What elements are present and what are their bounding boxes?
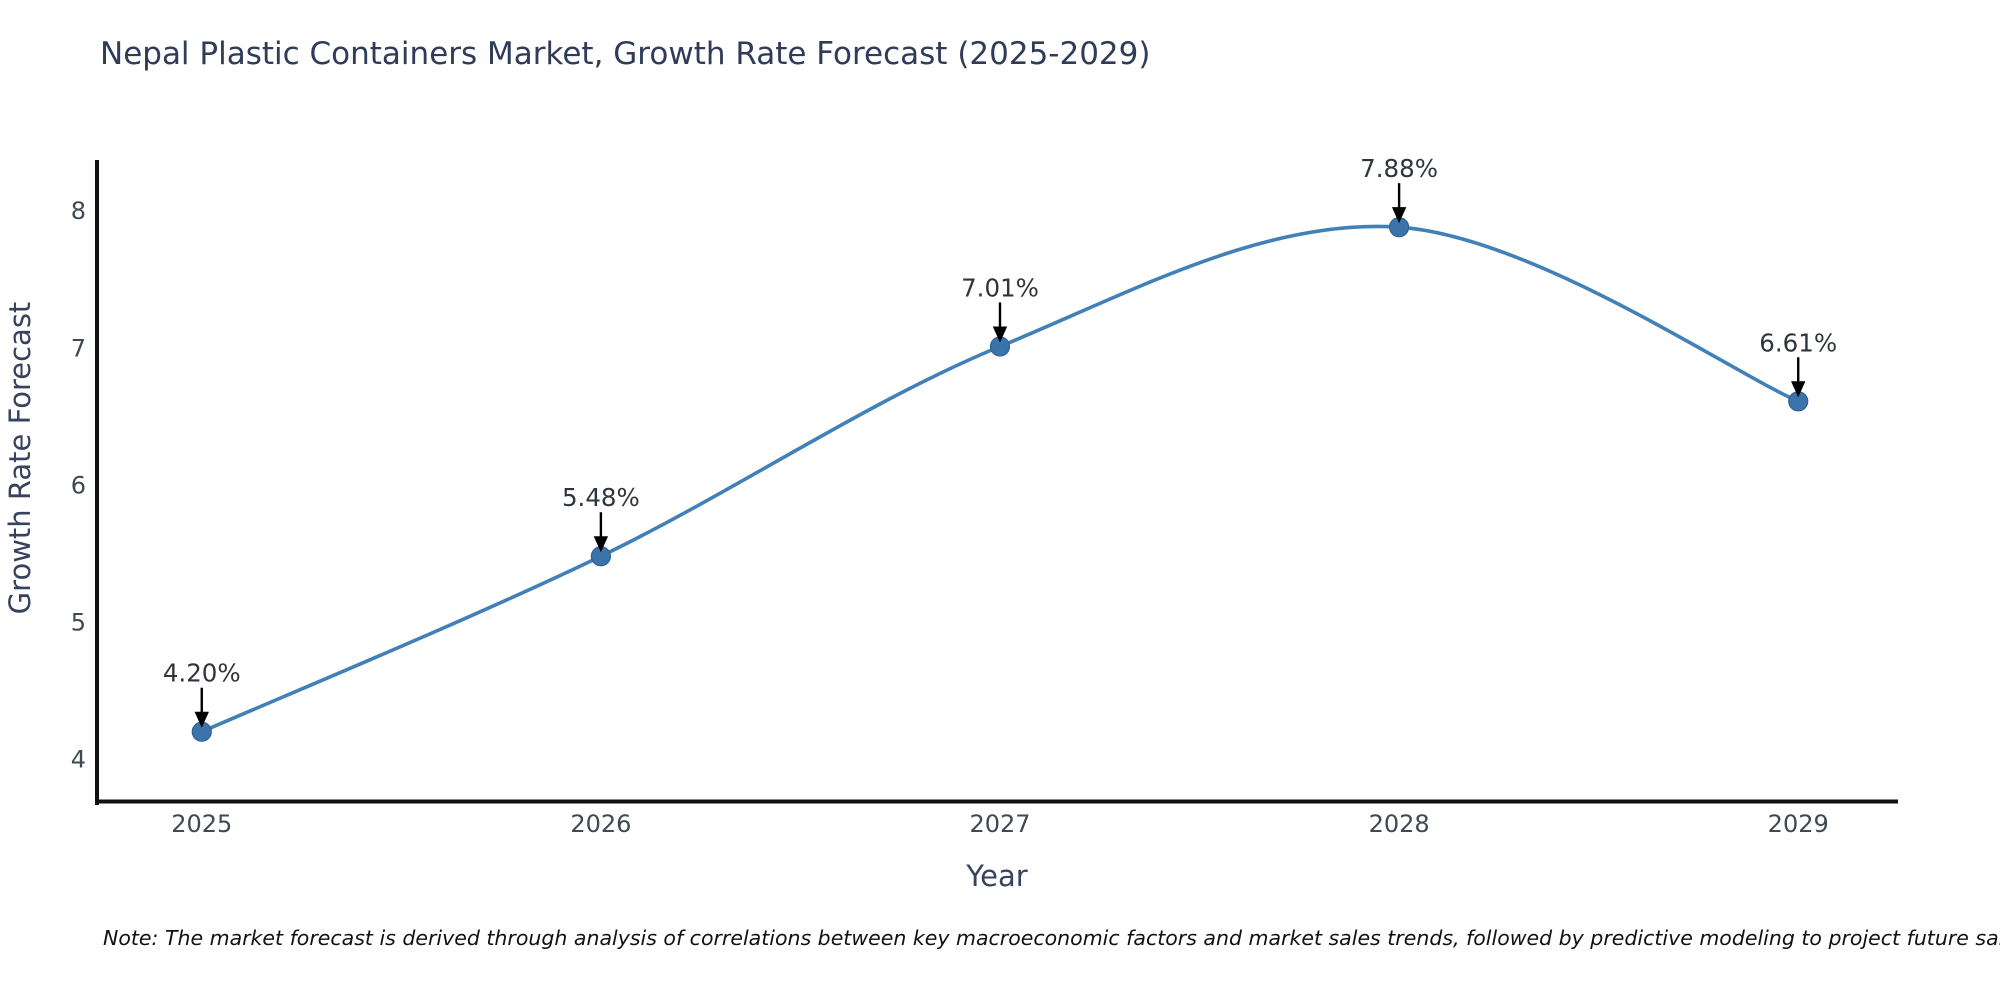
x-axis-title: Year [965, 859, 1027, 893]
annotation-arrow-head [194, 711, 209, 728]
y-tick-label: 5 [71, 609, 86, 637]
x-tick-label: 2029 [1768, 810, 1829, 838]
x-tick-label: 2025 [171, 810, 232, 838]
point-annotation: 4.20% [163, 659, 241, 688]
point-annotation: 7.88% [1360, 154, 1438, 183]
annotation-arrow-head [1791, 381, 1806, 398]
annotation-arrow-head [992, 326, 1008, 343]
x-tick-label: 2026 [570, 810, 631, 838]
y-tick-label: 4 [71, 746, 86, 774]
y-tick-label: 8 [71, 197, 86, 225]
chart-title: Nepal Plastic Containers Market, Growth … [100, 36, 1151, 72]
point-annotation: 6.61% [1759, 328, 1837, 357]
point-annotation: 7.01% [961, 273, 1039, 302]
y-tick-label: 6 [71, 471, 86, 499]
annotation-arrow-head [593, 536, 609, 553]
annotation-arrow-head [1391, 207, 1407, 224]
x-tick-label: 2027 [969, 810, 1030, 838]
footnote: Note: The market forecast is derived thr… [103, 926, 2000, 950]
x-tick-label: 2028 [1369, 810, 1430, 838]
y-axis-title: Growth Rate Forecast [3, 302, 37, 615]
point-annotation: 5.48% [562, 483, 640, 512]
y-tick-label: 7 [71, 334, 86, 362]
